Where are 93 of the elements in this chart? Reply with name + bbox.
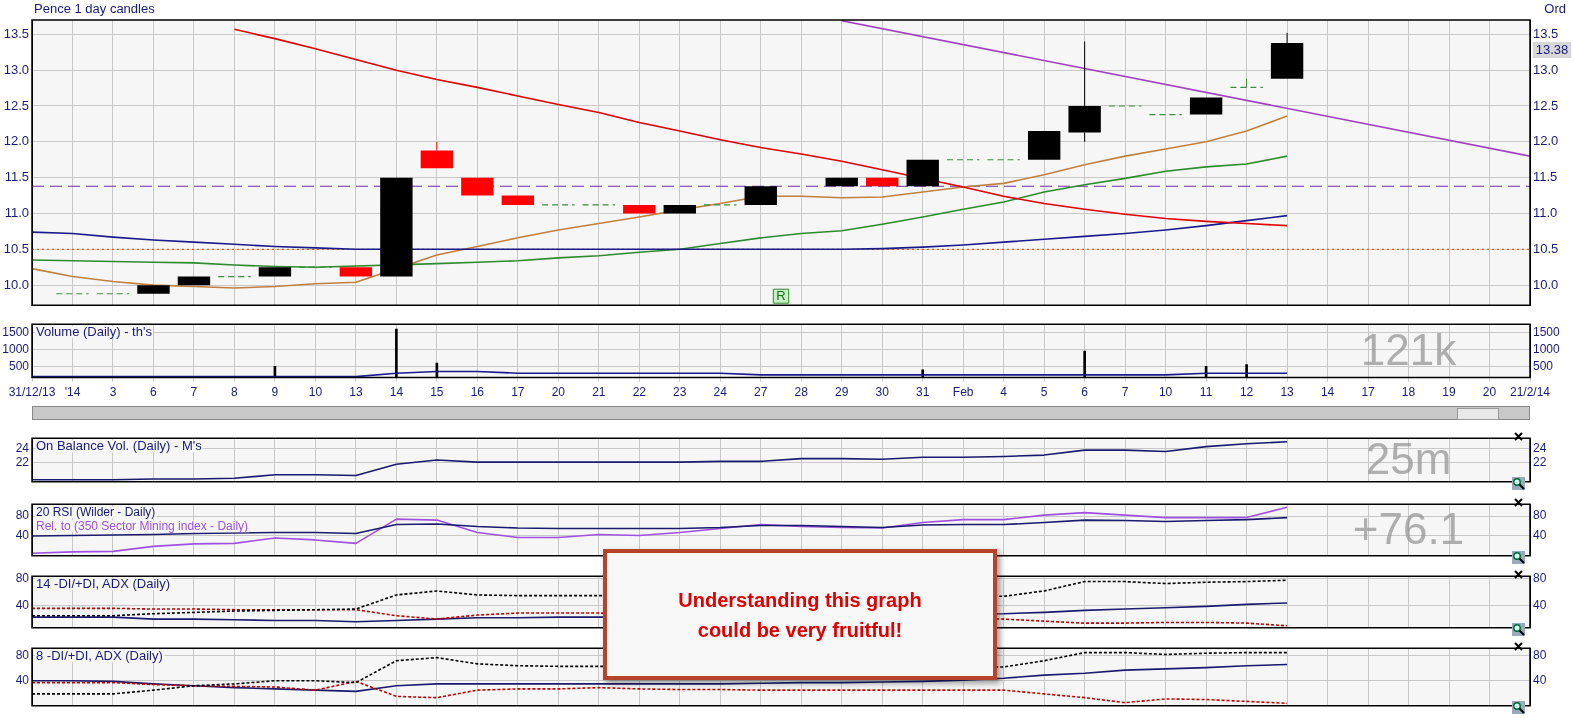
- x-tick-label: 27: [754, 385, 768, 400]
- y2-tick-label: 80: [1533, 571, 1547, 586]
- y-tick-label: 80: [15, 648, 30, 663]
- y-tick-label: 1000: [2, 341, 30, 356]
- y-tick-label: 10.5: [3, 240, 29, 256]
- y2-tick-label: 1500: [1533, 324, 1561, 339]
- x-tick-label: 10: [308, 385, 323, 400]
- annotation: Understanding this graph could be very fruitful!: [677, 587, 923, 643]
- x-tick-label: 17: [1361, 385, 1376, 400]
- x-tick-label: 13: [349, 385, 363, 400]
- x-tick-label: 15: [430, 385, 444, 400]
- x-tick-label: Feb: [952, 385, 974, 400]
- annotation: +76.1: [1352, 504, 1465, 554]
- x-tick-label: 16: [470, 385, 485, 400]
- y2-tick-label: 40: [1533, 598, 1547, 612]
- y2-tick-label: 500: [1533, 358, 1554, 373]
- x-tick-label: 6: [1081, 385, 1089, 400]
- x-tick-label: 12: [1239, 385, 1254, 400]
- series-label: 20 RSI (Wilder - Daily): [36, 504, 156, 519]
- y-tick-label: 80: [15, 571, 30, 586]
- y-tick-label: 24: [15, 441, 30, 456]
- x-tick-label: 28: [794, 385, 809, 400]
- chart-title: On Balance Vol. (Daily) - M's: [36, 438, 203, 454]
- x-tick-label: 13: [1280, 385, 1295, 400]
- x-tick-label: 14: [389, 385, 404, 400]
- x-tick-label: 6: [150, 385, 158, 400]
- y-tick-label: 11.0: [4, 205, 29, 221]
- x-tick-label: 20: [1482, 385, 1497, 400]
- series-label: Rel. to (350 Sector Mining index - Daily): [36, 518, 249, 533]
- x-tick-label: 21: [592, 385, 606, 400]
- x-tick-label: 9: [271, 385, 279, 400]
- y-tick-label: 40: [15, 598, 30, 612]
- y-tick-label: 13.0: [3, 61, 29, 77]
- x-tick-label: 7: [190, 385, 198, 400]
- x-tick-label: 19: [1442, 385, 1457, 400]
- y2-tick-label: 13.5: [1533, 25, 1559, 41]
- x-tick-label: 14: [1320, 385, 1335, 400]
- y2-tick-label: 10.0: [1533, 276, 1559, 292]
- y-tick-label: 10.0: [3, 276, 29, 292]
- x-tick-label: 20: [551, 385, 566, 400]
- y2-tick-label: 13.0: [1533, 61, 1559, 77]
- y2-tick-label: 12.5: [1533, 97, 1559, 113]
- x-tick-label: 18: [1401, 385, 1416, 400]
- candlestick: [1270, 32, 1304, 79]
- y2-tick-label: 40: [1533, 528, 1547, 543]
- x-tick-label: 31/12/13: [8, 385, 56, 400]
- y-tick-label: 40: [15, 528, 30, 543]
- y-tick-label: 12.5: [3, 97, 29, 113]
- y-tick-label: 1500: [2, 324, 30, 339]
- y2-tick-label: 1000: [1533, 341, 1561, 356]
- y2-tick-label: 24: [1533, 441, 1547, 456]
- x-tick-label: 29: [835, 385, 849, 400]
- x-tick-label: 8: [231, 385, 239, 400]
- x-tick-label: 5: [1040, 385, 1048, 400]
- chart-title: 14 -DI/+DI, ADX (Daily): [36, 576, 171, 592]
- y-tick-label: 80: [15, 508, 30, 523]
- x-tick-label: 4: [1000, 385, 1008, 400]
- chart-subtitle: Ord: [1544, 1, 1566, 17]
- x-tick-label: 17: [511, 385, 525, 400]
- annotation: 25m: [1365, 434, 1452, 484]
- y2-tick-label: 80: [1533, 648, 1547, 663]
- x-tick-label: 24: [713, 385, 728, 400]
- y-tick-label: 13.5: [3, 25, 29, 41]
- candlestick: [420, 141, 454, 169]
- y2-tick-label: 10.5: [1533, 240, 1559, 256]
- x-tick-label: '14: [64, 385, 81, 400]
- x-tick-label: 22: [632, 385, 647, 400]
- x-tick-label: 21/2/14: [1509, 385, 1551, 400]
- y2-tick-label: 80: [1533, 508, 1547, 523]
- y-tick-label: 11.5: [4, 169, 29, 185]
- y2-tick-label: 11.0: [1533, 205, 1558, 221]
- x-tick-label: 23: [673, 385, 687, 400]
- x-tick-label: 7: [1121, 385, 1129, 400]
- line-series: [31, 680, 1288, 705]
- annotation: R: [776, 287, 786, 303]
- x-tick-label: 3: [109, 385, 117, 400]
- y2-tick-label: 22: [1533, 455, 1547, 470]
- chart-title: Volume (Daily) - th's: [36, 324, 153, 340]
- y-tick-label: 500: [8, 358, 30, 373]
- y2-tick-label: 40: [1533, 673, 1547, 688]
- y2-tick-label: 12.0: [1533, 133, 1559, 149]
- x-tick-label: 11: [1199, 385, 1213, 400]
- x-tick-label: 31: [916, 385, 930, 400]
- x-tick-label: 30: [875, 385, 890, 400]
- annotation: 121k: [1360, 325, 1458, 375]
- y-tick-label: 22: [15, 455, 30, 470]
- x-tick-label: 10: [1158, 385, 1173, 400]
- y-tick-label: 40: [15, 673, 30, 688]
- text: 13.38: [1535, 41, 1569, 57]
- y2-tick-label: 11.5: [1533, 169, 1558, 185]
- y-tick-label: 12.0: [3, 133, 29, 149]
- chart-title: Pence 1 day candles: [34, 1, 156, 17]
- chart-title: 8 -DI/+DI, ADX (Daily): [36, 648, 163, 664]
